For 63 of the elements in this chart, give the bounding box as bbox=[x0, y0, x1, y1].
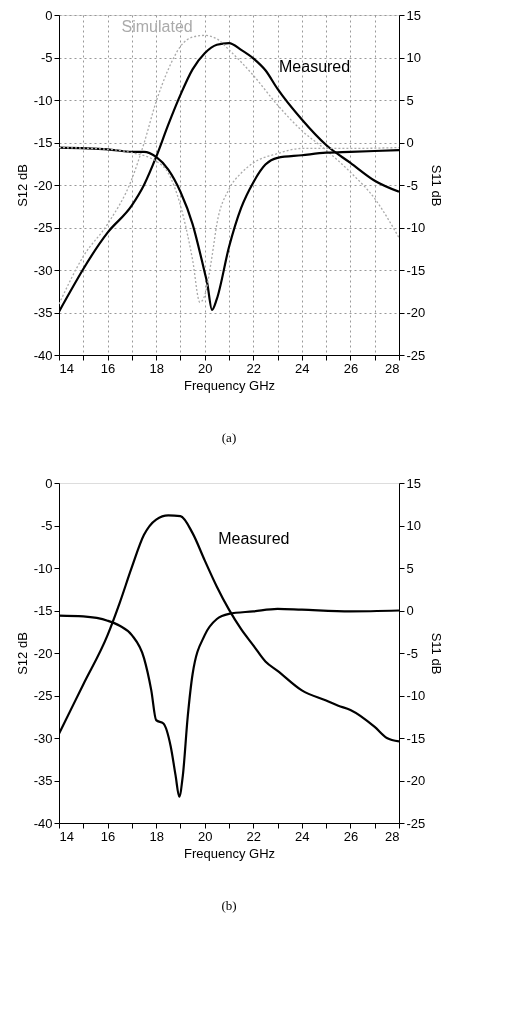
y2-tick-label: 10 bbox=[406, 50, 421, 65]
y-tick-label: -5 bbox=[40, 50, 53, 65]
y-tick-label: -35 bbox=[33, 773, 53, 788]
y-tick-label: -25 bbox=[33, 220, 53, 235]
y2-tick-label: 15 bbox=[406, 475, 421, 491]
y-axis-title: S12 dB bbox=[14, 164, 30, 207]
y-tick-label: -40 bbox=[33, 347, 53, 363]
y2-tick-label: -20 bbox=[406, 773, 426, 788]
y-tick-label: -25 bbox=[33, 688, 53, 703]
x-tick-label: 16 bbox=[100, 828, 116, 844]
x-tick-label: 24 bbox=[295, 828, 310, 844]
x-tick-label: 24 bbox=[295, 360, 310, 376]
x-tick-label: 28 bbox=[385, 360, 400, 376]
y2-tick-label: -10 bbox=[406, 220, 426, 235]
x-tick-label: 18 bbox=[149, 828, 164, 844]
y-tick-label: -15 bbox=[33, 135, 53, 150]
y-tick-label: -15 bbox=[33, 603, 53, 618]
y2-tick-label: -5 bbox=[406, 645, 419, 661]
x-tick-label: 26 bbox=[343, 360, 359, 376]
x-tick-label: 18 bbox=[149, 360, 164, 376]
y-tick-label: 0 bbox=[45, 7, 53, 23]
text: (a) bbox=[221, 430, 237, 445]
y2-tick-label: -20 bbox=[406, 305, 426, 320]
y-tick-label: -20 bbox=[33, 645, 53, 661]
series-label: Measured bbox=[279, 58, 351, 76]
y-tick-label: -40 bbox=[33, 815, 53, 831]
x-axis-title: Frequency GHz bbox=[183, 377, 276, 393]
x-tick-label: 20 bbox=[197, 828, 213, 844]
y2-tick-label: 0 bbox=[406, 135, 414, 150]
series-label: Simulated bbox=[121, 18, 193, 36]
x-tick-label: 14 bbox=[59, 360, 74, 376]
x-tick-label: 14 bbox=[59, 828, 74, 844]
y2-tick-label: -25 bbox=[406, 815, 426, 831]
y-tick-label: -10 bbox=[33, 560, 53, 576]
series-label: Measured bbox=[218, 530, 290, 548]
x-tick-label: 22 bbox=[246, 828, 262, 844]
text: (b) bbox=[221, 898, 237, 913]
y2-tick-label: -15 bbox=[406, 730, 426, 746]
y2-tick-label: 15 bbox=[406, 7, 421, 23]
y-tick-label: -20 bbox=[33, 177, 53, 193]
y2-axis-title: S11 dB bbox=[429, 164, 445, 207]
y2-tick-label: -5 bbox=[406, 177, 419, 193]
x-tick-label: 20 bbox=[197, 360, 213, 376]
x-tick-label: 26 bbox=[343, 828, 359, 844]
y-tick-label: -35 bbox=[33, 305, 53, 320]
x-tick-label: 28 bbox=[385, 828, 400, 844]
y2-tick-label: -25 bbox=[406, 347, 426, 363]
y-tick-label: 0 bbox=[45, 475, 53, 491]
y2-tick-label: 0 bbox=[406, 603, 414, 618]
x-tick-label: 22 bbox=[246, 360, 262, 376]
y2-tick-label: 10 bbox=[406, 518, 421, 533]
x-axis-title: Frequency GHz bbox=[183, 845, 276, 861]
y2-tick-label: 5 bbox=[406, 560, 414, 576]
y-tick-label: -30 bbox=[33, 730, 53, 746]
y-axis-title: S12 dB bbox=[14, 632, 30, 675]
y2-tick-label: -15 bbox=[406, 262, 426, 278]
y2-tick-label: -10 bbox=[406, 688, 426, 703]
y2-axis-title: S11 dB bbox=[429, 632, 445, 675]
y-tick-label: -10 bbox=[33, 92, 53, 108]
y2-tick-label: 5 bbox=[406, 92, 414, 108]
y-tick-label: -5 bbox=[40, 518, 53, 533]
y-tick-label: -30 bbox=[33, 262, 53, 278]
x-tick-label: 16 bbox=[100, 360, 116, 376]
